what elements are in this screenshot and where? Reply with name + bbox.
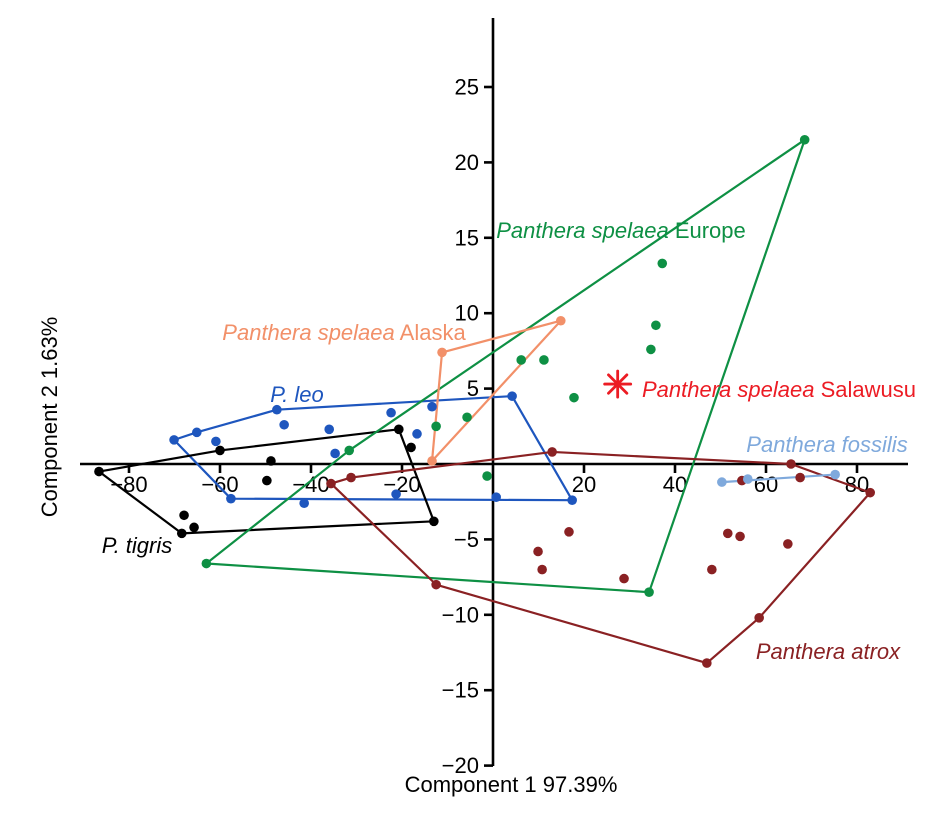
asterisk-marker-spelaea-salawusu xyxy=(607,373,629,395)
y-tick-label: −5 xyxy=(454,527,479,552)
y-tick-label: −15 xyxy=(442,678,479,703)
data-point-leo xyxy=(211,436,221,447)
data-point-spelaea-europe xyxy=(462,412,472,423)
data-point-leo xyxy=(169,435,179,445)
data-point-leo xyxy=(299,498,309,509)
x-tick-label: −60 xyxy=(201,472,238,497)
y-tick-label: 5 xyxy=(467,376,479,401)
x-tick-label: −20 xyxy=(383,472,420,497)
data-point-tigris xyxy=(176,528,187,539)
data-point-spelaea-alaska xyxy=(427,456,437,466)
y-tick-label: 25 xyxy=(455,75,479,100)
data-point-atrox xyxy=(786,459,796,469)
data-point-spelaea-europe xyxy=(569,392,579,403)
data-point-atrox xyxy=(795,472,805,483)
y-tick-label: 10 xyxy=(455,301,479,326)
data-point-spelaea-europe xyxy=(651,320,661,331)
data-point-spelaea-europe xyxy=(644,587,654,597)
y-tick-label: −20 xyxy=(442,753,479,778)
data-point-tigris xyxy=(394,424,404,435)
data-point-atrox xyxy=(783,539,793,549)
data-point-atrox xyxy=(326,478,336,489)
data-point-spelaea-europe xyxy=(799,134,810,145)
data-point-spelaea-europe xyxy=(201,558,212,569)
group-label-fossilis: Panthera fossilis xyxy=(746,432,907,457)
data-point-atrox xyxy=(702,658,712,668)
data-point-spelaea-alaska xyxy=(437,347,447,358)
data-point-spelaea-europe xyxy=(516,355,527,365)
data-point-spelaea-alaska xyxy=(555,315,566,326)
data-point-spelaea-europe xyxy=(657,258,668,269)
data-point-atrox xyxy=(346,472,356,483)
data-point-spelaea-europe xyxy=(482,471,492,481)
y-tick-label: −10 xyxy=(442,602,479,627)
data-point-spelaea-europe xyxy=(646,344,656,355)
data-point-tigris xyxy=(179,510,189,521)
data-point-tigris xyxy=(429,516,439,527)
data-point-leo xyxy=(386,407,396,418)
data-point-leo xyxy=(226,493,236,504)
convex-hull-tigris xyxy=(97,428,435,535)
data-point-leo xyxy=(391,489,401,499)
group-label-spelaea-salawusu: Panthera spelaea Salawusu xyxy=(642,377,916,402)
data-point-atrox xyxy=(564,527,574,537)
x-axis-label: Component 1 97.39% xyxy=(405,772,618,797)
x-tick-label: −40 xyxy=(292,472,329,497)
y-tick-label: 15 xyxy=(455,225,479,250)
data-point-leo xyxy=(330,448,340,459)
data-point-tigris xyxy=(262,475,272,486)
convex-hull-spelaea-alaska xyxy=(430,319,562,463)
data-point-atrox xyxy=(722,528,733,539)
data-point-atrox xyxy=(865,487,875,498)
data-point-atrox xyxy=(537,564,547,575)
data-point-spelaea-europe xyxy=(431,421,441,432)
data-point-atrox xyxy=(431,579,441,590)
y-axis-label: Component 2 1.63% xyxy=(37,317,62,518)
group-label-spelaea-europe: Panthera spelaea Europe xyxy=(496,218,746,243)
data-point-fossilis xyxy=(830,469,840,480)
data-point-leo xyxy=(427,401,437,412)
data-point-atrox xyxy=(707,564,717,575)
data-point-atrox xyxy=(533,546,543,557)
data-point-leo xyxy=(324,424,335,435)
data-point-leo xyxy=(191,427,202,438)
convex-hull-spelaea-europe xyxy=(205,138,806,594)
data-point-atrox xyxy=(735,531,745,542)
data-point-atrox xyxy=(619,573,629,584)
y-tick-label: 20 xyxy=(455,150,479,175)
x-tick-label: 20 xyxy=(572,472,596,497)
group-label-atrox: Panthera atrox xyxy=(756,639,901,664)
data-point-tigris xyxy=(406,442,416,453)
data-point-fossilis xyxy=(717,477,727,487)
data-point-fossilis xyxy=(743,474,753,484)
data-point-leo xyxy=(491,492,501,502)
data-point-tigris xyxy=(266,456,276,466)
data-point-atrox xyxy=(754,613,764,623)
group-label-tigris: P. tigris xyxy=(102,533,173,558)
data-point-leo xyxy=(507,391,517,401)
group-label-leo: P. leo xyxy=(270,382,323,407)
data-point-leo xyxy=(279,419,289,430)
x-tick-label: 60 xyxy=(754,472,778,497)
data-point-atrox xyxy=(547,447,557,457)
data-point-tigris xyxy=(189,522,199,533)
data-point-leo xyxy=(272,404,282,415)
data-point-spelaea-europe xyxy=(344,445,355,456)
data-point-tigris xyxy=(94,466,104,477)
group-label-spelaea-alaska: Panthera spelaea Alaska xyxy=(222,320,466,345)
data-point-tigris xyxy=(215,445,225,456)
data-point-leo xyxy=(567,495,577,505)
data-point-spelaea-europe xyxy=(539,355,549,365)
data-point-leo xyxy=(412,429,422,439)
